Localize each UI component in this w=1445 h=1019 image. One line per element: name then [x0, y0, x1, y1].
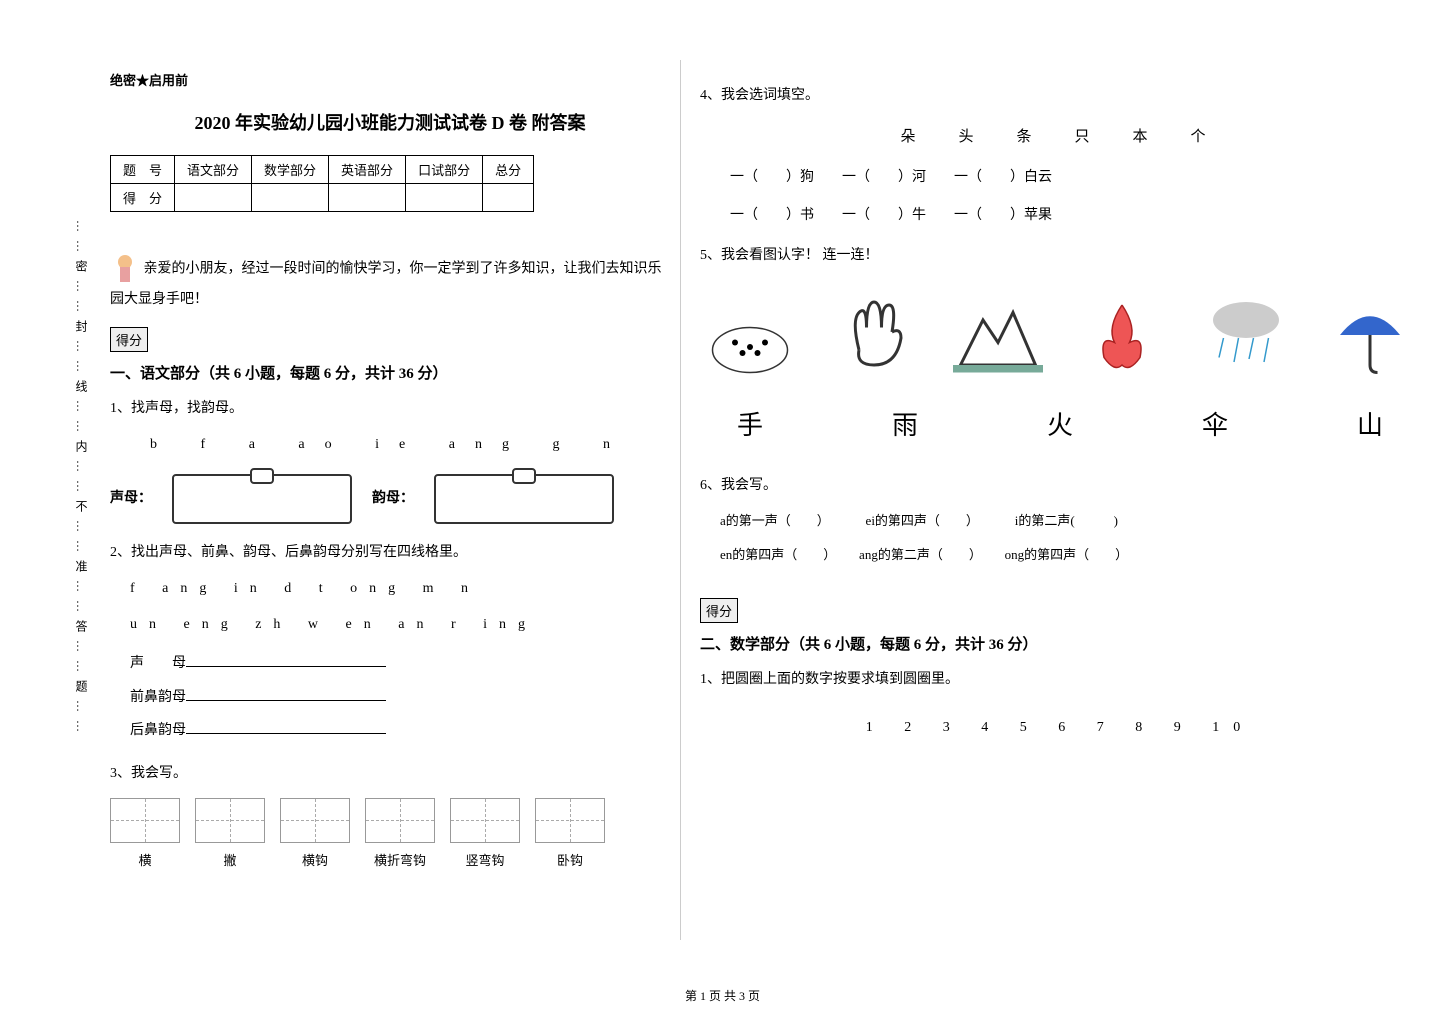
q2-line2: un eng zh w en an r ing	[130, 611, 670, 639]
mascot-icon	[110, 252, 140, 287]
q2-title: 2、找出声母、前鼻、韵母、后鼻韵母分别写在四线格里。	[110, 539, 670, 567]
q3: 3、我会写。 横 撇 横钩 横折弯钩 竖弯钩 卧钩	[110, 760, 670, 874]
stroke-label: 横折弯钩	[365, 848, 435, 874]
q1-label2: 韵母：	[372, 485, 414, 513]
score-box: 得分	[700, 598, 738, 623]
image-hand	[824, 290, 924, 380]
image-mountain	[948, 290, 1048, 380]
stroke-label: 卧钩	[535, 848, 605, 874]
image-rain	[1196, 290, 1296, 380]
th: 语文部分	[175, 156, 252, 184]
section2-title: 二、数学部分（共 6 小题，每题 6 分，共计 36 分）	[700, 633, 1420, 654]
binding-sidebar: ……密……封……线……内……不……准……答……题……	[40, 30, 90, 930]
q6-1a: a的第一声（ ）	[720, 513, 823, 528]
image-rice	[700, 290, 800, 380]
tian-grid	[280, 798, 350, 843]
blank-line	[186, 666, 386, 667]
q2-blank3: 后鼻韵母	[130, 723, 186, 738]
stroke-label: 横钩	[280, 848, 350, 874]
q6: 6、我会写。 a的第一声（ ） ei的第四声（ ） i的第二声( ) en的第四…	[700, 472, 1420, 568]
q1-label1: 声母：	[110, 485, 152, 513]
score-table: 题 号 语文部分 数学部分 英语部分 口试部分 总分 得 分	[110, 155, 534, 212]
q2-blank2: 前鼻韵母	[130, 690, 186, 705]
q2: 2、找出声母、前鼻、韵母、后鼻韵母分别写在四线格里。 f ang in d t …	[110, 539, 670, 748]
q6-2b: ang的第二声（ ）	[859, 547, 975, 562]
q4-line2: 一（ ）书 一（ ）牛 一（ ）苹果	[730, 202, 1420, 230]
tian-grid	[110, 798, 180, 843]
q5: 5、我会看图认字！ 连一连！ 手 雨 火 伞 山	[700, 242, 1420, 452]
q6-1b: ei的第四声（ ）	[866, 513, 973, 528]
q4-title: 4、我会选词填空。	[700, 82, 1420, 110]
s2-q1-title: 1、把圆圈上面的数字按要求填到圆圈里。	[700, 666, 1420, 694]
q1-letters: b f a ao ie ang g n	[110, 431, 670, 459]
sidebar-seal-text: ……密……封……线……内……不……准……答……题……	[74, 220, 88, 740]
q6-2c: ong的第四声（ ）	[1005, 547, 1129, 562]
page-footer: 第 1 页 共 3 页	[0, 987, 1445, 1004]
score-box: 得分	[110, 327, 148, 352]
q6-title: 6、我会写。	[700, 472, 1420, 500]
left-column: 绝密★启用前 2020 年实验幼儿园小班能力测试试卷 D 卷 附答案 题 号 语…	[110, 70, 670, 886]
q2-blank1: 声 母	[130, 656, 186, 671]
tian-grid	[535, 798, 605, 843]
blank-line	[186, 700, 386, 701]
stroke-label: 横	[110, 848, 180, 874]
td	[252, 184, 329, 212]
s2-q1: 1、把圆圈上面的数字按要求填到圆圈里。 1 2 3 4 5 6 7 8 9 10	[700, 666, 1420, 742]
blank-line	[186, 733, 386, 734]
q1-title: 1、找声母，找韵母。	[110, 395, 670, 423]
tian-grid	[365, 798, 435, 843]
intro-text: 亲爱的小朋友，经过一段时间的愉快学习，你一定学到了许多知识，让我们去知识乐园大显…	[110, 252, 670, 312]
q5-title: 5、我会看图认字！ 连一连！	[700, 242, 1420, 270]
q6-1c: i的第二声( )	[1015, 513, 1118, 528]
q4-words: 朵 头 条 只 本 个	[700, 122, 1420, 152]
q2-line1: f ang in d t ong m n	[130, 575, 670, 603]
clipboard-box	[172, 474, 352, 524]
tian-grid	[195, 798, 265, 843]
stroke-label: 撇	[195, 848, 265, 874]
q3-title: 3、我会写。	[110, 760, 670, 788]
section1-title: 一、语文部分（共 6 小题，每题 6 分，共计 36 分）	[110, 362, 670, 383]
s2-q1-numbers: 1 2 3 4 5 6 7 8 9 10	[700, 714, 1420, 742]
th: 口试部分	[406, 156, 483, 184]
page-title: 2020 年实验幼儿园小班能力测试试卷 D 卷 附答案	[110, 109, 670, 135]
q1: 1、找声母，找韵母。 b f a ao ie ang g n 声母： 韵母：	[110, 395, 670, 524]
char: 山	[1320, 400, 1420, 452]
td	[329, 184, 406, 212]
th: 题 号	[111, 156, 175, 184]
image-fire	[1072, 290, 1172, 380]
q6-2a: en的第四声（ ）	[720, 547, 830, 562]
char: 雨	[855, 400, 955, 452]
char: 火	[1010, 400, 1110, 452]
table-row: 题 号 语文部分 数学部分 英语部分 口试部分 总分	[111, 156, 534, 184]
column-divider	[680, 60, 681, 940]
th: 数学部分	[252, 156, 329, 184]
td	[175, 184, 252, 212]
secret-label: 绝密★启用前	[110, 70, 670, 89]
td	[406, 184, 483, 212]
clipboard-box	[434, 474, 614, 524]
table-row: 得 分	[111, 184, 534, 212]
td: 得 分	[111, 184, 175, 212]
th: 英语部分	[329, 156, 406, 184]
char: 手	[700, 400, 800, 452]
td	[483, 184, 534, 212]
q4: 4、我会选词填空。 朵 头 条 只 本 个 一（ ）狗 一（ ）河 一（ ）白云…	[700, 82, 1420, 230]
th: 总分	[483, 156, 534, 184]
right-column: 4、我会选词填空。 朵 头 条 只 本 个 一（ ）狗 一（ ）河 一（ ）白云…	[700, 70, 1420, 762]
q4-line1: 一（ ）狗 一（ ）河 一（ ）白云	[730, 164, 1420, 192]
stroke-label: 竖弯钩	[450, 848, 520, 874]
tian-grid	[450, 798, 520, 843]
image-umbrella	[1320, 290, 1420, 380]
char: 伞	[1165, 400, 1265, 452]
